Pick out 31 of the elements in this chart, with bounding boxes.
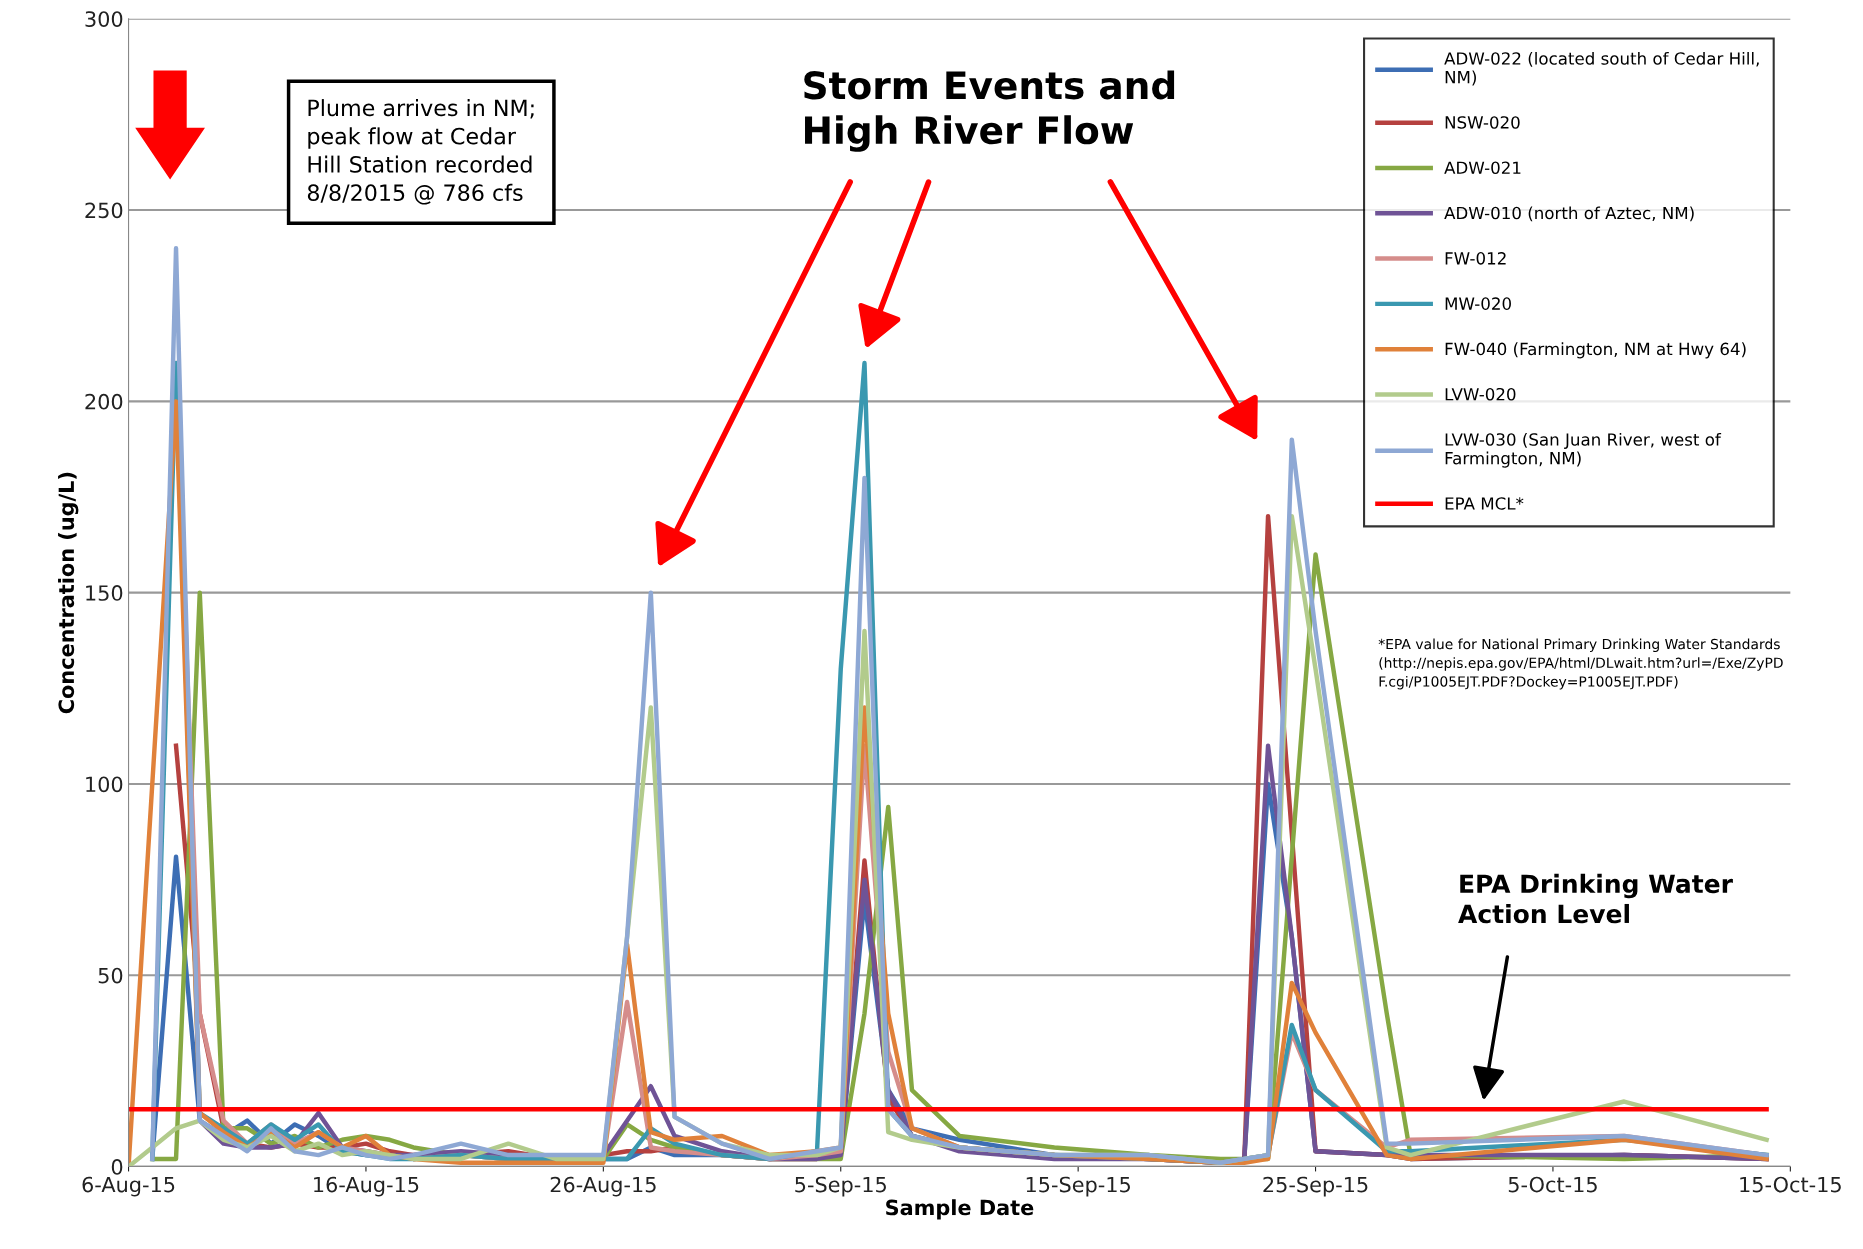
y-tick-label: 0 [111, 1159, 123, 1175]
x-tick-label: 26-Aug-15 [550, 1176, 656, 1197]
annotation: Plume arrives in NM; peak flow at Cedar Hill Station recorded 8/8/2015 @ 786 cfs [307, 99, 534, 205]
y-tick-label: 250 [85, 202, 123, 219]
legend-label: LVW-030 (San Juan River, west of Farmington, NM) [1445, 432, 1722, 468]
y-tick-label: 50 [98, 967, 123, 984]
legend-label: FW-012 [1445, 252, 1506, 265]
y-tick-label: 300 [85, 11, 123, 27]
legend-label: EPA MCL* [1445, 497, 1524, 510]
legend-label: ADW-010 (north of Aztec, NM) [1444, 206, 1694, 222]
x-tick-label: 15-Sep-15 [1026, 1176, 1130, 1197]
x-tick-label: 5-Sep-15 [795, 1176, 886, 1197]
annotation: Storm Events and High River Flow [804, 70, 1175, 152]
annotation: EPA Drinking Water Action Level [1458, 873, 1733, 924]
annotation: *EPA value for National Primary Drinking Water Standards (http://nepis.epa.gov/EPA/html/DLwait.htm?url=/Exe/ZyPD F.cgi/P1005EJT.PDF?Dockey=P1005EJT.PDF) [1378, 638, 1783, 690]
legend-label: FW-040 (Farmington, NM at Hwy 64) [1445, 342, 1746, 359]
x-tick-label: 25-Sep-15 [1263, 1176, 1368, 1197]
x-tick-label: 16-Aug-15 [314, 1176, 419, 1197]
x-tick-label: 15-Oct-15 [1740, 1176, 1841, 1193]
y-tick-label: 150 [86, 585, 123, 601]
x-tick-label: 6-Aug-15 [82, 1176, 175, 1197]
legend-label: MW-020 [1445, 297, 1511, 310]
x-axis-title: Sample Date [886, 1199, 1034, 1220]
legend-label: ADW-021 [1444, 161, 1521, 175]
legend-label: ADW-022 (located south of Cedar Hill, NM) [1444, 51, 1759, 86]
y-tick-label: 200 [85, 393, 123, 410]
y-axis-title: Concentration (ug/L) [58, 472, 79, 714]
y-tick-label: 100 [86, 776, 123, 793]
legend-label: LVW-020 [1445, 387, 1516, 401]
legend-label: NSW-020 [1445, 116, 1520, 129]
x-tick-label: 5-Oct-15 [1508, 1176, 1597, 1193]
